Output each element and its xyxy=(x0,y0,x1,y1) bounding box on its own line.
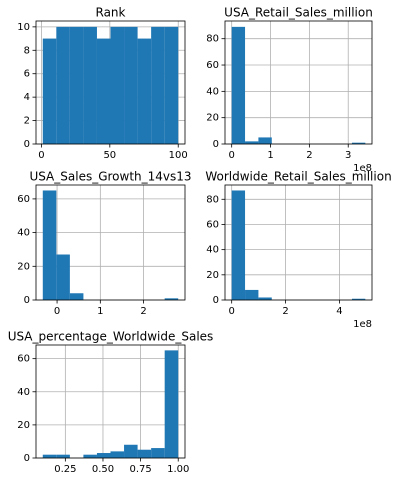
bar xyxy=(96,38,111,145)
y-tick-label: 40 xyxy=(17,228,30,239)
bar xyxy=(258,137,272,144)
bar xyxy=(56,454,70,458)
bar xyxy=(124,26,138,144)
y-tick-label: 60 xyxy=(206,60,219,71)
x-tick-label: 0 xyxy=(54,306,60,317)
x-tick-label: 0.75 xyxy=(129,464,151,475)
bar xyxy=(137,38,152,145)
x-tick-label: 0 xyxy=(38,150,44,161)
axes-frame xyxy=(224,184,373,301)
bar xyxy=(231,26,246,144)
chart-title: USA_Retail_Sales_million xyxy=(224,6,373,20)
chart-title: USA_Sales_Growth_14vs13 xyxy=(29,170,191,184)
bar xyxy=(83,26,97,144)
y-tick-label: 6 xyxy=(24,69,30,80)
y-tick-label: 60 xyxy=(17,354,30,365)
x-tick-label: 2 xyxy=(140,306,146,317)
y-tick-label: 60 xyxy=(206,219,219,230)
y-tick-label: 20 xyxy=(206,270,219,281)
x-tick-label: 50 xyxy=(103,150,116,161)
y-tick-label: 40 xyxy=(206,86,219,97)
axes-frame xyxy=(35,344,186,459)
axis-offset-label: 1e8 xyxy=(353,163,372,174)
x-tick-label: 0.25 xyxy=(54,464,76,475)
bar xyxy=(124,444,138,458)
bar xyxy=(164,350,179,458)
y-tick-label: 0 xyxy=(213,139,219,150)
x-tick-label: 0.50 xyxy=(92,464,114,475)
x-tick-label: 0 xyxy=(228,150,234,161)
y-tick-label: 20 xyxy=(206,113,219,124)
bar xyxy=(164,298,179,300)
bar xyxy=(245,289,259,300)
bar xyxy=(42,454,57,458)
y-tick-label: 0 xyxy=(24,295,30,306)
x-tick-label: 100 xyxy=(169,150,188,161)
y-tick-label: 4 xyxy=(24,92,30,103)
chart-title: Worldwide_Retail_Sales_million xyxy=(205,170,391,184)
y-tick-label: 60 xyxy=(17,194,30,205)
y-tick-label: 20 xyxy=(17,420,30,431)
bar xyxy=(151,448,165,458)
bar xyxy=(110,26,125,144)
bar xyxy=(351,298,366,300)
bar xyxy=(245,141,259,144)
y-tick-label: 0 xyxy=(213,295,219,306)
x-tick-label: 1.00 xyxy=(167,464,189,475)
x-tick-label: 4 xyxy=(336,306,342,317)
axes-frame xyxy=(224,20,373,145)
y-tick-label: 0 xyxy=(24,139,30,150)
bar xyxy=(96,453,111,458)
y-tick-label: 80 xyxy=(206,34,219,45)
bar xyxy=(69,26,84,144)
y-tick-label: 8 xyxy=(24,45,30,56)
bar xyxy=(56,254,70,300)
y-tick-label: 40 xyxy=(17,387,30,398)
x-tick-label: 0 xyxy=(228,306,234,317)
x-tick-label: 2 xyxy=(306,150,312,161)
bar xyxy=(42,190,57,300)
bar xyxy=(56,26,70,144)
axes-frame xyxy=(35,184,186,301)
bar xyxy=(231,190,246,300)
y-tick-label: 2 xyxy=(24,116,30,127)
bar xyxy=(164,26,179,144)
y-tick-label: 10 xyxy=(17,22,30,33)
chart-title: Rank xyxy=(96,6,126,20)
y-tick-label: 0 xyxy=(24,453,30,464)
bar xyxy=(110,451,125,458)
x-tick-label: 3 xyxy=(345,150,351,161)
bar xyxy=(151,26,165,144)
x-tick-label: 2 xyxy=(282,306,288,317)
chart-title: USA_percentage_Worldwide_Sales xyxy=(8,330,214,344)
bar xyxy=(69,293,84,300)
y-tick-label: 20 xyxy=(17,261,30,272)
bar xyxy=(83,454,97,458)
bar xyxy=(258,297,272,300)
axes-frame xyxy=(35,20,186,145)
x-tick-label: 1 xyxy=(97,306,103,317)
axis-offset-label: 1e8 xyxy=(353,319,372,330)
bar xyxy=(42,38,57,145)
bar xyxy=(351,142,366,144)
bar xyxy=(137,449,152,458)
y-tick-label: 80 xyxy=(206,194,219,205)
y-tick-label: 40 xyxy=(206,245,219,256)
x-tick-label: 1 xyxy=(267,150,273,161)
